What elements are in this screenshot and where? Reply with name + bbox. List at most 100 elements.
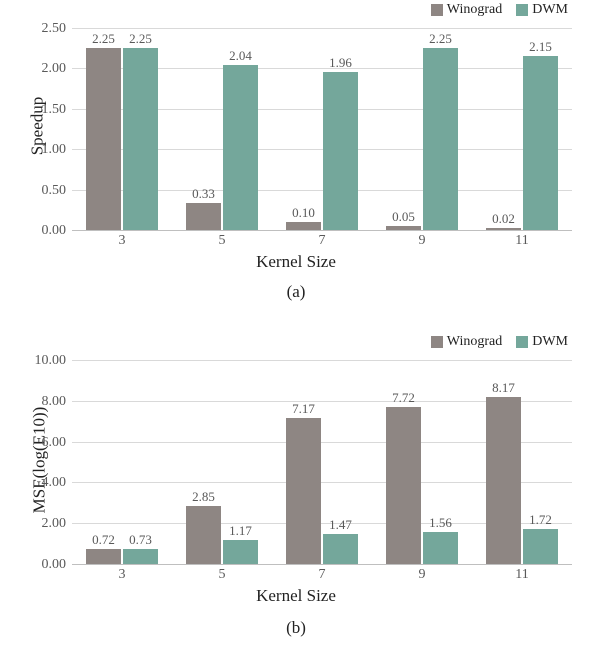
bar-value-label: 2.04 [229, 48, 252, 65]
y-axis-label: MSE(log(E10)) [29, 407, 49, 514]
bar-value-label: 1.72 [529, 512, 552, 529]
bar-b: 1.96 [323, 72, 358, 230]
bar-a: 8.17 [486, 397, 521, 564]
bar-value-label: 2.25 [429, 31, 452, 48]
x-axis-label: Kernel Size [0, 252, 592, 272]
bar-value-label: 8.17 [492, 380, 515, 397]
bar-value-label: 0.05 [392, 209, 415, 226]
bar-b: 2.04 [223, 65, 258, 230]
category: 2.252.253 [72, 28, 172, 230]
legend-item-b: DWM [516, 334, 568, 350]
xtick-label: 7 [272, 230, 372, 249]
legend-item-b: DWM [516, 2, 568, 18]
xtick-label: 3 [72, 564, 172, 583]
bars-row: 0.101.96 [272, 28, 372, 230]
bar-b: 2.15 [523, 56, 558, 230]
plot-area: 0.000.501.001.502.002.502.252.2530.332.0… [72, 28, 572, 230]
category: 2.851.175 [172, 360, 272, 564]
subcaption: (a) [0, 282, 592, 302]
bars-row: 7.171.47 [272, 360, 372, 564]
category: 0.101.967 [272, 28, 372, 230]
bar-value-label: 2.15 [529, 39, 552, 56]
legend: Winograd DWM [431, 2, 568, 18]
legend-swatch-a [431, 4, 443, 16]
categories: 0.720.7332.851.1757.171.4777.721.5698.17… [72, 360, 572, 564]
xtick-label: 5 [172, 230, 272, 249]
category: 0.052.259 [372, 28, 472, 230]
xtick-label: 3 [72, 230, 172, 249]
page: { "series": { "a": { "name": "Winograd",… [0, 0, 592, 654]
subcaption: (b) [0, 618, 592, 638]
category: 0.332.045 [172, 28, 272, 230]
ytick-label: 4.00 [42, 475, 73, 491]
ytick-label: 0.50 [42, 183, 73, 199]
ytick-label: 10.00 [35, 353, 73, 369]
bar-value-label: 7.17 [292, 401, 315, 418]
ytick-label: 2.50 [42, 21, 73, 37]
category: 0.022.1511 [472, 28, 572, 230]
ytick-label: 0.00 [42, 557, 73, 573]
legend-item-a: Winograd [431, 2, 502, 18]
bar-value-label: 0.10 [292, 205, 315, 222]
category: 7.171.477 [272, 360, 372, 564]
bar-a: 2.25 [86, 48, 121, 230]
bars-row: 0.05 2.25 [372, 28, 472, 230]
bar-value-label: 0.33 [192, 186, 215, 203]
legend: Winograd DWM [431, 334, 568, 350]
ytick-label: 0.00 [42, 223, 73, 239]
bar-b: 0.73 [123, 549, 158, 564]
bar-value-label: 2.25 [92, 31, 115, 48]
x-axis-label: Kernel Size [0, 586, 592, 606]
plot-area: 0.002.004.006.008.0010.000.720.7332.851.… [72, 360, 572, 564]
legend-swatch-a [431, 336, 443, 348]
bar-b: 1.47 [323, 534, 358, 564]
xtick-label: 9 [372, 230, 472, 249]
bar-a: 0.10 [286, 222, 321, 230]
legend-label-b: DWM [532, 2, 568, 18]
bar-a: 0.33 [186, 203, 221, 230]
bars-row: 0.332.04 [172, 28, 272, 230]
bar-b: 1.56 [423, 532, 458, 564]
bars-row: 0.022.15 [472, 28, 572, 230]
xtick-label: 11 [472, 230, 572, 249]
legend-item-a: Winograd [431, 334, 502, 350]
categories: 2.252.2530.332.0450.101.9670.052.2590.02… [72, 28, 572, 230]
bars-row: 2.252.25 [72, 28, 172, 230]
category: 8.171.7211 [472, 360, 572, 564]
xtick-label: 5 [172, 564, 272, 583]
bars-row: 0.720.73 [72, 360, 172, 564]
bar-a: 7.17 [286, 418, 321, 564]
bar-a: 0.72 [86, 549, 121, 564]
bar-b: 2.25 [423, 48, 458, 230]
legend-label-b: DWM [532, 334, 568, 350]
ytick-label: 2.00 [42, 516, 73, 532]
bar-value-label: 1.56 [429, 515, 452, 532]
ytick-label: 6.00 [42, 435, 73, 451]
ytick-label: 2.00 [42, 61, 73, 77]
bar-value-label: 1.47 [329, 517, 352, 534]
bars-row: 7.721.56 [372, 360, 472, 564]
legend-swatch-b [516, 336, 528, 348]
legend-label-a: Winograd [447, 334, 502, 350]
bar-value-label: 2.25 [129, 31, 152, 48]
ytick-label: 1.50 [42, 102, 73, 118]
bars-row: 8.171.72 [472, 360, 572, 564]
xtick-label: 9 [372, 564, 472, 583]
category: 7.721.569 [372, 360, 472, 564]
bar-value-label: 1.96 [329, 55, 352, 72]
ytick-label: 8.00 [42, 394, 73, 410]
bar-value-label: 1.17 [229, 523, 252, 540]
bar-value-label: 0.72 [92, 532, 115, 549]
xtick-label: 7 [272, 564, 372, 583]
bar-b: 1.72 [523, 529, 558, 564]
bar-b: 2.25 [123, 48, 158, 230]
chart-b: Winograd DWM MSE(log(E10)) 0.00 2.00 4.00 6.00… [0, 332, 592, 648]
bar-value-label: 2.85 [192, 489, 215, 506]
bar-b: 1.17 [223, 540, 258, 564]
chart-a: WinogradDWMSpeedup0.000.501.001.502.002.… [0, 0, 592, 312]
category: 0.720.733 [72, 360, 172, 564]
bar-a: 7.72 [386, 407, 421, 564]
bars-row: 2.85 1.17 [172, 360, 272, 564]
legend-swatch-b [516, 4, 528, 16]
xtick-label: 11 [472, 564, 572, 583]
